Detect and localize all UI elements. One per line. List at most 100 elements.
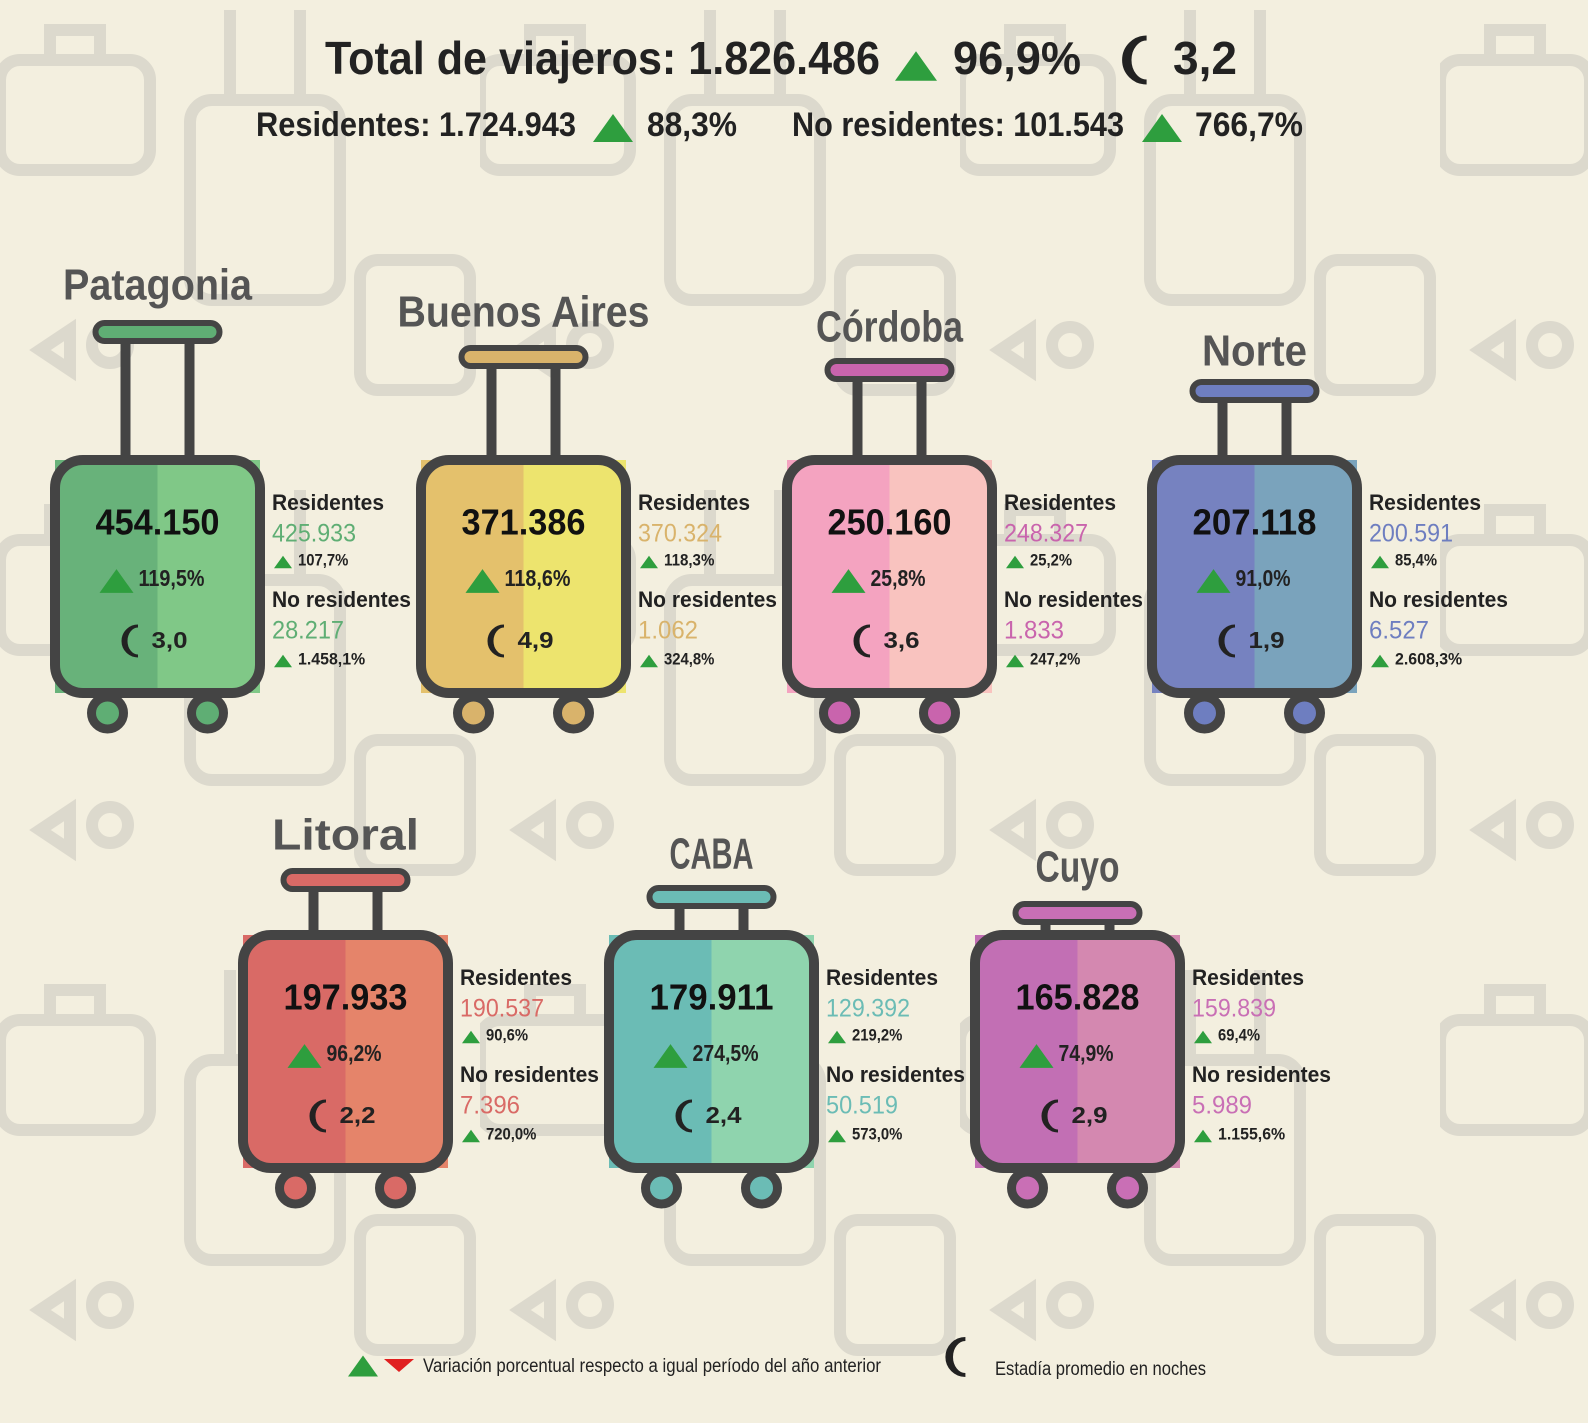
moon-icon bbox=[1122, 35, 1147, 85]
region-card: Patagonia 454.150 119,5% 3,0 Residentes 425.9… bbox=[50, 261, 411, 734]
moon-icon bbox=[853, 624, 871, 658]
residents: Residentes: 1.724.943 bbox=[256, 106, 576, 144]
wheel bbox=[453, 692, 494, 734]
suitcase-handle bbox=[120, 340, 195, 460]
regions: Patagonia 454.150 119,5% 3,0 Residentes 425.9… bbox=[50, 261, 1508, 1209]
up-arrow bbox=[1371, 555, 1389, 569]
wheel bbox=[1184, 692, 1225, 734]
nights-note: Estadía promedio en noches bbox=[995, 1359, 1206, 1380]
region-card: Litoral 197.933 96,2% 2,2 Residentes 190.537 9… bbox=[238, 811, 599, 1209]
suitcase-right bbox=[1254, 460, 1357, 693]
suitcase-left bbox=[975, 935, 1078, 1168]
suitcase-right bbox=[345, 935, 448, 1168]
wheel bbox=[919, 692, 960, 734]
region-name: Cuyo bbox=[1036, 843, 1120, 892]
region-total: 371.386 bbox=[462, 502, 586, 543]
residents-label: Residentes bbox=[272, 490, 384, 515]
region-total: 197.933 bbox=[284, 977, 408, 1018]
region-total-change: 96,2% bbox=[327, 1040, 382, 1066]
suitcase-handle-bar bbox=[1012, 901, 1143, 925]
nonresidents-label: No residentes bbox=[272, 587, 411, 612]
nonresidents-change: 1.155,6% bbox=[1218, 1124, 1285, 1143]
region-card: Norte 207.118 91,0% 1,9 Residentes 200.591 85,… bbox=[1147, 327, 1508, 734]
suitcase-handle-bar bbox=[824, 358, 955, 382]
nonresidents-label: No residentes bbox=[826, 1062, 965, 1087]
residents-value: 129.392 bbox=[826, 995, 910, 1023]
residents-value: 248.327 bbox=[1004, 520, 1088, 548]
region-name: Patagonia bbox=[63, 261, 252, 310]
nonresidents-label: No residentes bbox=[638, 587, 777, 612]
region-nights: 3,0 bbox=[152, 627, 188, 653]
legend: Variación porcentual respecto a igual pe… bbox=[348, 1337, 1206, 1380]
header: Total de viajeros: 1.826.486 96,9% 3,2 Resi… bbox=[256, 32, 1303, 144]
nonresidents-change: 573,0% bbox=[852, 1124, 902, 1143]
wheel bbox=[1284, 692, 1325, 734]
up-arrow bbox=[1142, 114, 1182, 142]
wheel bbox=[187, 692, 228, 734]
up-arrow bbox=[828, 1030, 846, 1044]
region-total: 165.828 bbox=[1016, 977, 1140, 1018]
region-card: Buenos Aires 371.386 118,6% 4,9 Residentes 37… bbox=[398, 288, 777, 734]
suitcase-left bbox=[421, 460, 524, 693]
up-arrow bbox=[1371, 654, 1389, 668]
down-arrow bbox=[384, 1359, 414, 1372]
moon-icon bbox=[675, 1099, 693, 1133]
up-arrow bbox=[348, 1355, 378, 1377]
wheel bbox=[741, 1167, 782, 1209]
suitcase-body bbox=[238, 930, 453, 1173]
nonresidents-label: No residentes bbox=[460, 1062, 599, 1087]
up-arrow bbox=[593, 114, 633, 142]
region-total-change: 91,0% bbox=[1236, 565, 1291, 591]
moon-icon bbox=[121, 624, 139, 658]
suitcase-left bbox=[55, 460, 158, 693]
moon-icon bbox=[1218, 624, 1236, 658]
suitcase-right bbox=[523, 460, 626, 693]
suitcase-left bbox=[243, 935, 346, 1168]
region-name: Norte bbox=[1202, 327, 1307, 376]
suitcase-handle bbox=[308, 888, 383, 935]
nonresidents-change: 247,2% bbox=[1030, 649, 1080, 668]
residents-change: 90,6% bbox=[486, 1025, 528, 1044]
region-total-change: 119,5% bbox=[139, 565, 205, 591]
wheel bbox=[375, 1167, 416, 1209]
region-nights: 1,9 bbox=[1249, 627, 1285, 653]
region-total-change: 274,5% bbox=[693, 1040, 759, 1066]
residents-label: Residentes bbox=[460, 965, 572, 990]
region-total-change: 25,8% bbox=[871, 565, 926, 591]
region-card: CABA 179.911 274,5% 2,4 Residentes 129.392 219… bbox=[604, 830, 965, 1209]
residents-label: Residentes bbox=[1192, 965, 1304, 990]
suitcase-handle-bar bbox=[646, 885, 777, 909]
moon-icon bbox=[945, 1337, 966, 1377]
moon-icon bbox=[309, 1099, 327, 1133]
wheel bbox=[553, 692, 594, 734]
region-name: Córdoba bbox=[816, 303, 963, 352]
region-nights: 2,2 bbox=[340, 1102, 376, 1128]
nonresidents-label: No residentes bbox=[1192, 1062, 1331, 1087]
nonresidents-value: 7.396 bbox=[460, 1092, 520, 1120]
up-arrow bbox=[99, 569, 134, 593]
moon-icon bbox=[487, 624, 505, 658]
residents-value: 370.324 bbox=[638, 520, 722, 548]
region-total: 454.150 bbox=[96, 502, 220, 543]
up-arrow bbox=[1006, 555, 1024, 569]
wheel bbox=[1007, 1167, 1048, 1209]
residents-value: 425.933 bbox=[272, 520, 356, 548]
suitcase-handle-bar bbox=[280, 868, 411, 892]
residents-value: 159.839 bbox=[1192, 995, 1276, 1023]
region-total-change: 74,9% bbox=[1059, 1040, 1114, 1066]
suitcase-left bbox=[787, 460, 890, 693]
region-nights: 4,9 bbox=[518, 627, 554, 653]
nonresidents-change: 766,7% bbox=[1195, 106, 1303, 144]
suitcase-right bbox=[711, 935, 814, 1168]
up-arrow bbox=[640, 555, 658, 569]
region-name: CABA bbox=[670, 830, 754, 879]
nonresidents-value: 5.989 bbox=[1192, 1092, 1252, 1120]
nonresidents-change: 1.458,1% bbox=[298, 649, 365, 668]
nonresidents-value: 1.833 bbox=[1004, 617, 1064, 645]
residents-value: 190.537 bbox=[460, 995, 544, 1023]
up-arrow bbox=[1194, 1129, 1212, 1143]
region-total: 250.160 bbox=[828, 502, 952, 543]
